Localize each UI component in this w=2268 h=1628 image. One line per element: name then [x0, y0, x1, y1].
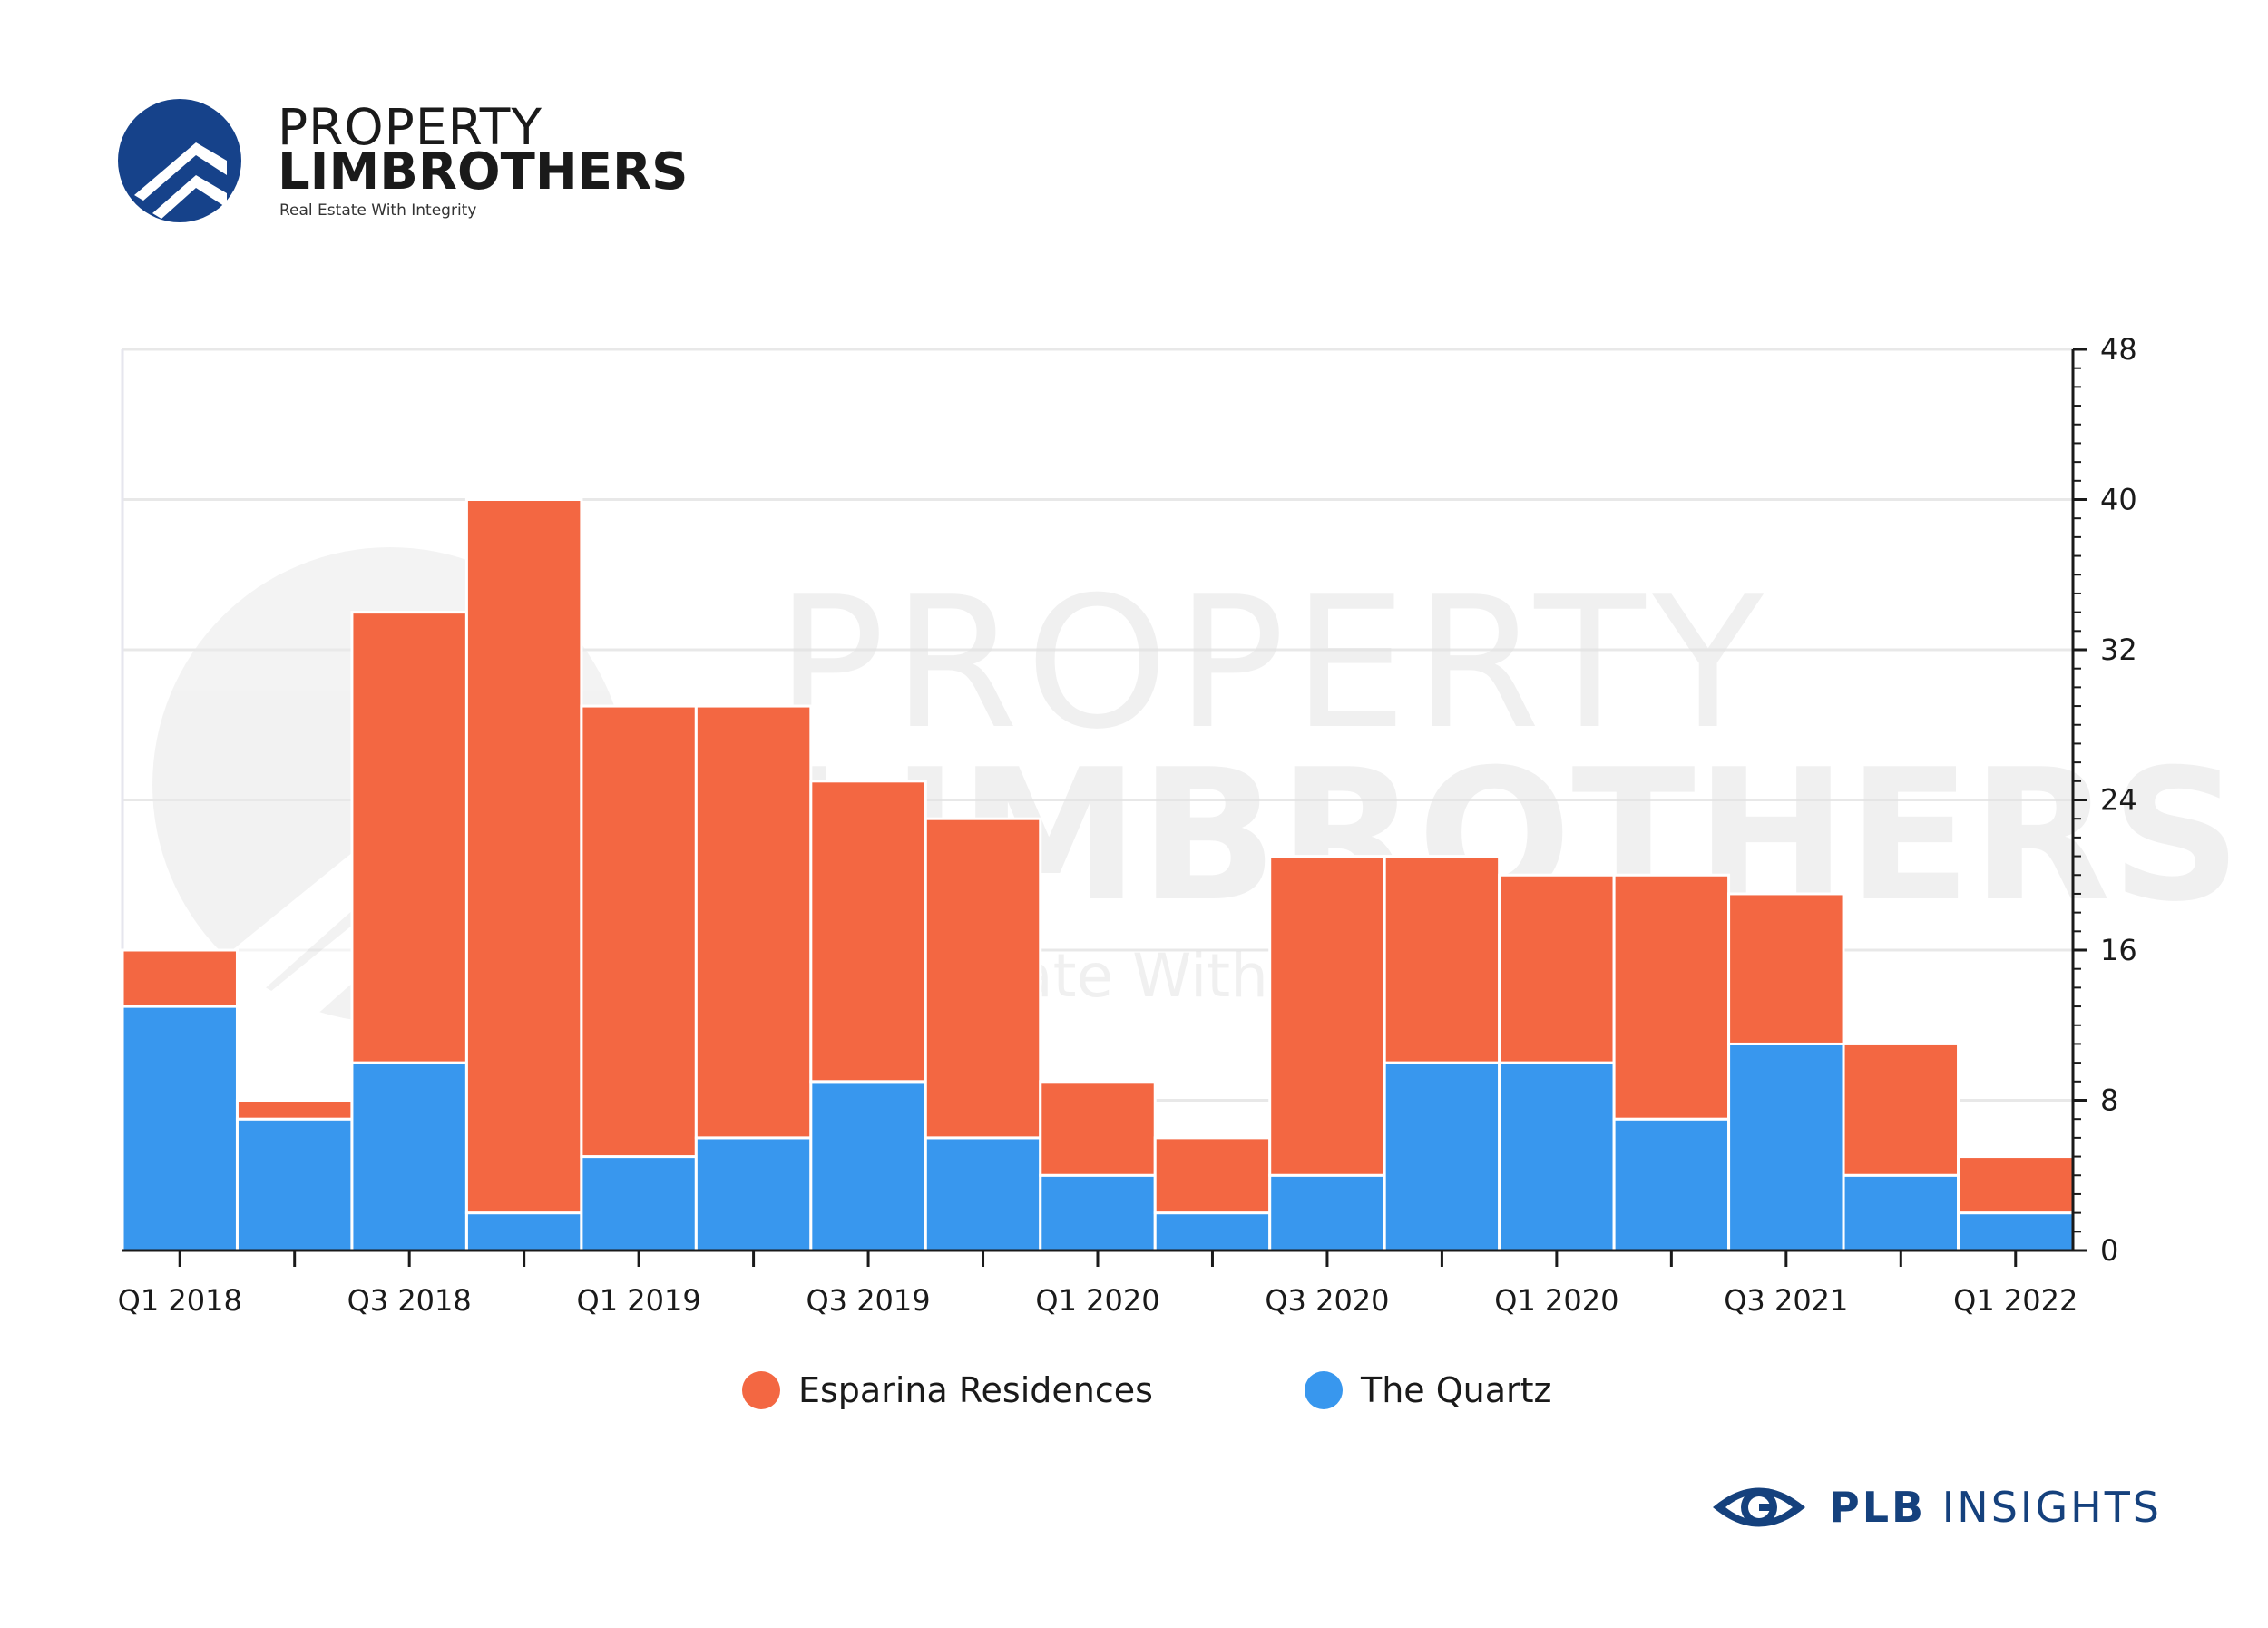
bar-the-quartz-0	[121, 1005, 239, 1252]
bar-the-quartz-3	[464, 1211, 583, 1252]
bar-esparina-residences-13	[1612, 873, 1731, 1121]
bar-esparina-residences-3	[464, 498, 583, 1215]
bars	[121, 498, 2075, 1252]
y-tick-label: 8	[2100, 1084, 2118, 1118]
x-tick-label: Q1 2019	[577, 1283, 701, 1318]
y-tick-label: 32	[2100, 633, 2137, 667]
brand-tagline: Real Estate With Integrity	[279, 201, 477, 220]
eye-icon	[1713, 1487, 1805, 1527]
bar-the-quartz-2	[350, 1061, 468, 1252]
y-tick-label: 48	[2100, 332, 2137, 367]
bar-the-quartz-16	[1957, 1211, 2075, 1252]
legend-label-esparina: Esparina Residences	[798, 1370, 1153, 1410]
bar-the-quartz-1	[235, 1117, 354, 1252]
y-tick-label: 16	[2100, 933, 2137, 967]
x-tick-label: Q3 2020	[1265, 1283, 1389, 1318]
watermark-line1: PROPERTY	[776, 558, 1771, 770]
legend-label-quartz: The Quartz	[1361, 1370, 1552, 1410]
bar-the-quartz-7	[924, 1136, 1042, 1252]
bar-the-quartz-11	[1383, 1061, 1501, 1252]
bar-the-quartz-14	[1727, 1042, 1845, 1252]
bar-esparina-residences-4	[580, 704, 698, 1159]
x-tick-label: Q1 2022	[1953, 1283, 2077, 1318]
legend-dot-quartz	[1305, 1371, 1343, 1409]
bar-the-quartz-6	[809, 1080, 927, 1252]
bar-esparina-residences-14	[1727, 892, 1845, 1045]
plb-bold-word: PLB	[1829, 1483, 1927, 1532]
brand-name-line1: PROPERTY	[278, 98, 543, 156]
bar-the-quartz-5	[694, 1136, 813, 1252]
property-limbrothers-logo-icon	[118, 99, 241, 222]
x-tick-label: Q3 2021	[1724, 1283, 1848, 1318]
y-tick-label: 0	[2100, 1233, 2118, 1268]
bar-the-quartz-9	[1153, 1211, 1272, 1252]
bar-esparina-residences-0	[121, 948, 239, 1008]
bar-esparina-residences-7	[924, 817, 1042, 1140]
bar-esparina-residences-2	[350, 611, 468, 1064]
bar-the-quartz-12	[1498, 1061, 1616, 1252]
bar-the-quartz-13	[1612, 1117, 1731, 1252]
bar-esparina-residences-11	[1383, 855, 1501, 1064]
bar-esparina-residences-15	[1842, 1042, 1960, 1177]
bar-the-quartz-15	[1842, 1173, 1960, 1252]
y-tick-label: 40	[2100, 483, 2137, 517]
legend-item-quartz[interactable]: The Quartz	[1305, 1370, 1552, 1410]
y-tick-label: 24	[2100, 783, 2137, 818]
bar-esparina-residences-6	[809, 780, 927, 1084]
bar-esparina-residences-9	[1153, 1136, 1272, 1215]
x-tick-label: Q3 2019	[806, 1283, 930, 1318]
legend-dot-esparina	[742, 1371, 780, 1409]
bar-the-quartz-4	[580, 1155, 698, 1252]
bar-the-quartz-8	[1039, 1173, 1157, 1252]
legend-item-esparina[interactable]: Esparina Residences	[742, 1370, 1153, 1410]
bar-the-quartz-10	[1268, 1173, 1386, 1252]
bar-esparina-residences-16	[1957, 1155, 2075, 1215]
bar-esparina-residences-8	[1039, 1080, 1157, 1177]
axes: Q1 2018 Q3 2018 Q1 2019 Q3 2019 Q1 2020 Q3 20…	[118, 332, 2137, 1318]
plb-insights-logo: PLB INSIGHTS	[1709, 1477, 2162, 1537]
watermark-chevron-1	[218, 726, 635, 998]
bar-esparina-residences-1	[235, 1099, 354, 1121]
plb-word: INSIGHTS	[1941, 1483, 2162, 1532]
brand-name-line2: LIMBROTHERS	[278, 142, 689, 201]
bar-esparina-residences-12	[1498, 873, 1616, 1064]
x-tick-label: Q1 2018	[118, 1283, 242, 1318]
x-tick-label: Q3 2018	[347, 1283, 472, 1318]
bar-esparina-residences-5	[694, 704, 813, 1140]
watermark-chevron-2	[218, 799, 635, 1071]
bar-esparina-residences-10	[1268, 855, 1386, 1177]
x-tick-label: Q1 2020	[1035, 1283, 1159, 1318]
x-tick-label: Q1 2020	[1494, 1283, 1618, 1318]
